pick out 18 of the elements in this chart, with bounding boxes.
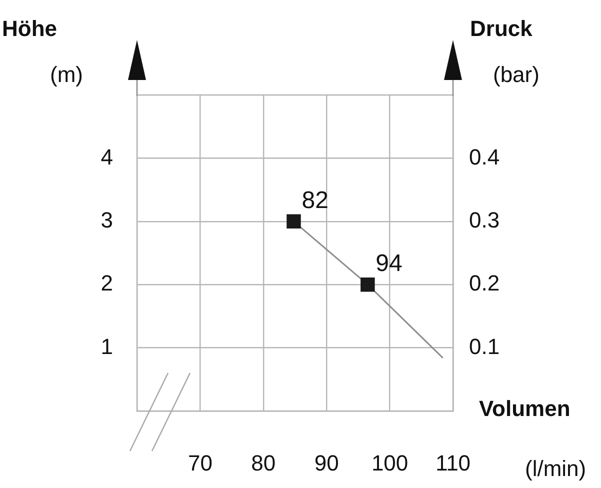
x-tick-label: 100 [371, 450, 408, 476]
x-tick-label: 70 [188, 450, 212, 476]
y2-tick-label: 0.1 [469, 334, 500, 359]
x-tick-label: 80 [251, 450, 276, 476]
y2-tick-label: 0.2 [469, 270, 500, 296]
y-tick-label: 4 [100, 144, 113, 170]
annotation: 94 [376, 250, 402, 278]
x-tick-label: 110 [435, 450, 471, 476]
y2-tick-label: 0.4 [469, 144, 500, 170]
y-tick-label: 1 [100, 334, 113, 359]
y2-tick-label: 0.3 [469, 207, 500, 232]
annotation: 82 [302, 187, 328, 214]
x-tick-label: 90 [314, 450, 339, 476]
y2-axis-title: Druck (bar) [470, 16, 540, 87]
text: Volumen (l/min) [479, 396, 586, 481]
y-tick-label: 2 [100, 270, 113, 296]
y-axis-title: Höhe (m) [2, 16, 83, 87]
y-tick-label: 3 [100, 207, 113, 232]
